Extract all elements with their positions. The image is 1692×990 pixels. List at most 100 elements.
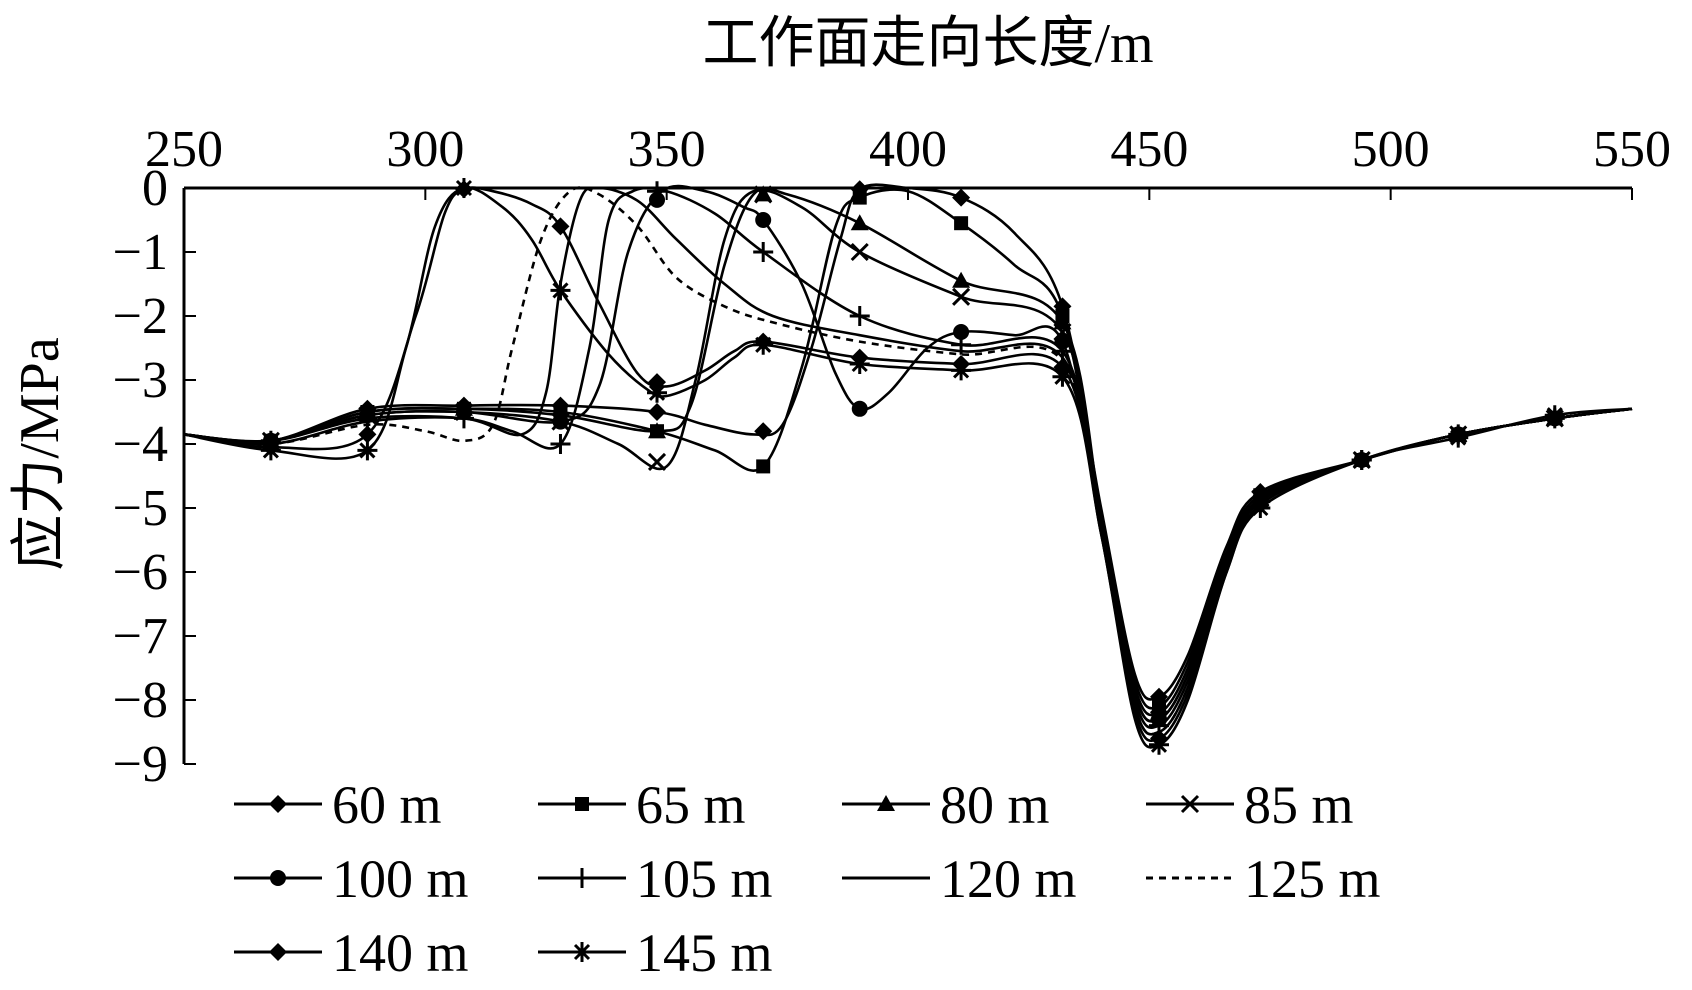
data-point <box>954 216 969 231</box>
data-point <box>551 217 570 236</box>
series-line <box>183 188 1633 710</box>
y-axis-title: 应力/MPa <box>9 337 71 570</box>
legend-marker <box>269 943 287 961</box>
series-65m <box>183 188 1633 714</box>
legend-item: 100 m <box>234 849 469 909</box>
data-point <box>647 452 667 471</box>
series-85m <box>183 185 1633 729</box>
x-tick-label: 250 <box>145 121 223 178</box>
x-tick-label: 450 <box>1110 121 1188 178</box>
x-tick-label: 300 <box>386 121 464 178</box>
legend-item: 60 m <box>234 775 442 835</box>
series-100m <box>183 184 1633 728</box>
data-point <box>648 422 667 439</box>
legend-label: 80 m <box>940 775 1050 835</box>
x-axis-ticks: 250 300 350 400 450 500 550 <box>145 121 1671 200</box>
data-point <box>952 287 971 306</box>
y-tick-label: −2 <box>113 288 168 345</box>
series-layer <box>183 178 1633 755</box>
series-60m <box>183 180 1633 706</box>
x-tick-label: 550 <box>1593 121 1671 178</box>
data-point <box>849 354 870 374</box>
series-80m <box>183 185 1633 720</box>
legend-item: 65 m <box>538 775 746 835</box>
data-point <box>453 178 474 198</box>
series-line <box>183 186 1633 736</box>
y-tick-label: 0 <box>142 160 168 217</box>
legend-marker <box>1180 794 1200 814</box>
x-axis-title: 工作面走向长度/m <box>702 13 1153 75</box>
y-tick-label: −1 <box>113 224 168 281</box>
data-point <box>552 413 569 430</box>
data-point <box>753 334 774 355</box>
legend-marker <box>270 870 286 886</box>
series-line <box>183 183 1633 701</box>
data-point <box>550 280 571 301</box>
data-point <box>1448 427 1469 448</box>
x-tick-label: 500 <box>1352 121 1430 178</box>
legend-label: 125 m <box>1244 849 1381 909</box>
data-point <box>951 360 972 381</box>
series-line <box>183 184 1633 723</box>
series-line <box>183 188 1633 723</box>
legend-label: 60 m <box>332 775 442 835</box>
series-line <box>183 186 1633 742</box>
legend-marker <box>572 868 592 888</box>
data-point <box>754 422 773 441</box>
y-tick-label: −8 <box>113 672 168 729</box>
legend-marker <box>269 795 287 813</box>
series-line <box>183 186 1633 717</box>
series-line <box>183 186 1633 729</box>
series-105m <box>183 181 1633 736</box>
legend-marker <box>572 942 592 962</box>
data-point <box>550 434 571 454</box>
data-point <box>357 440 378 461</box>
data-point <box>953 324 970 340</box>
series-line <box>183 186 1633 749</box>
series-line <box>183 186 1633 736</box>
legend-label: 65 m <box>636 775 746 835</box>
data-point <box>1148 734 1169 755</box>
data-point <box>851 400 868 417</box>
x-tick-label: 400 <box>869 121 947 178</box>
data-point <box>647 181 668 202</box>
legend: 60 m 65 m 80 m 85 m 100 m 105 m 120 m 125 m 140 … <box>234 775 1381 983</box>
data-point <box>952 271 971 288</box>
legend-marker <box>575 797 589 811</box>
data-point <box>358 425 377 444</box>
legend-label: 100 m <box>332 849 469 909</box>
data-point <box>850 242 869 262</box>
data-point <box>1544 405 1565 426</box>
legend-item: 120 m <box>842 849 1077 909</box>
data-point <box>849 306 870 326</box>
data-point <box>1250 498 1271 518</box>
series-140m <box>183 180 1633 748</box>
data-point <box>755 212 772 228</box>
data-point <box>1351 450 1372 470</box>
y-tick-label: −5 <box>113 480 168 537</box>
data-point <box>260 440 281 461</box>
y-tick-label: −7 <box>113 608 168 665</box>
y-tick-label: −3 <box>113 352 168 409</box>
legend-item: 145 m <box>538 923 773 983</box>
y-tick-label: −4 <box>113 416 168 473</box>
data-point <box>852 190 867 205</box>
series-125m <box>183 186 1633 736</box>
legend-item: 125 m <box>1146 849 1381 909</box>
data-point <box>647 382 668 403</box>
legend-item: 140 m <box>234 923 469 983</box>
series-145m <box>183 178 1633 755</box>
data-point <box>1052 366 1073 387</box>
legend-label: 140 m <box>332 923 469 983</box>
legend-label: 85 m <box>1244 775 1354 835</box>
legend-label: 120 m <box>940 849 1077 909</box>
y-tick-label: −9 <box>113 736 168 793</box>
legend-item: 105 m <box>538 849 773 909</box>
legend-item: 80 m <box>842 775 1050 835</box>
data-point <box>952 188 971 207</box>
data-point <box>756 459 771 474</box>
y-axis-ticks: 0 −1 −2 −3 −4 −5 −6 −7 −8 −9 <box>113 160 196 793</box>
data-point <box>753 242 774 262</box>
series-120m <box>183 186 1633 736</box>
